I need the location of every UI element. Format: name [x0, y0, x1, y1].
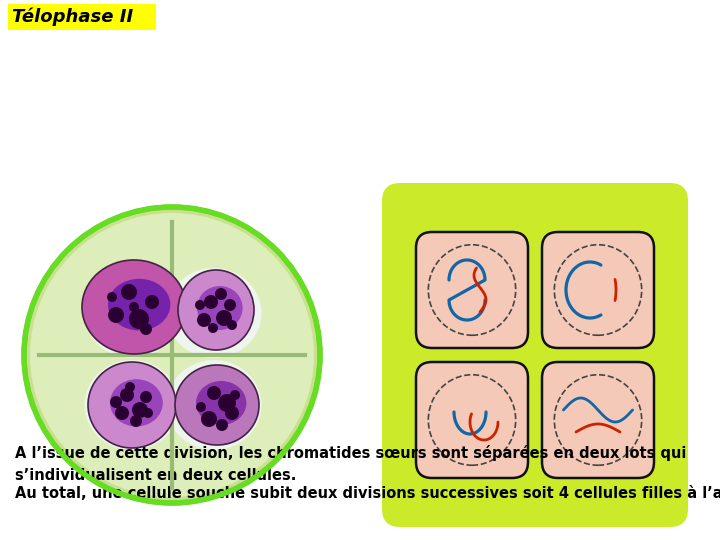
- Circle shape: [230, 390, 240, 400]
- Circle shape: [24, 207, 320, 503]
- Circle shape: [115, 406, 129, 420]
- Text: Au total, une cellule souche subit deux divisions successives soit 4 cellules fi: Au total, une cellule souche subit deux …: [15, 485, 720, 501]
- Circle shape: [129, 302, 139, 312]
- FancyBboxPatch shape: [8, 4, 156, 30]
- Circle shape: [108, 307, 124, 323]
- Text: Télophase II: Télophase II: [12, 8, 133, 26]
- Circle shape: [129, 309, 149, 329]
- Circle shape: [195, 300, 205, 310]
- Circle shape: [145, 295, 159, 309]
- FancyBboxPatch shape: [542, 232, 654, 348]
- Ellipse shape: [196, 381, 246, 425]
- Circle shape: [216, 419, 228, 431]
- Circle shape: [125, 382, 135, 392]
- Ellipse shape: [197, 286, 243, 330]
- Circle shape: [140, 323, 152, 335]
- Circle shape: [132, 402, 148, 418]
- Circle shape: [140, 391, 152, 403]
- Ellipse shape: [178, 270, 254, 350]
- Circle shape: [204, 295, 218, 309]
- Circle shape: [218, 394, 236, 412]
- Circle shape: [110, 396, 122, 408]
- Ellipse shape: [166, 268, 261, 358]
- Circle shape: [30, 213, 314, 497]
- FancyBboxPatch shape: [416, 362, 528, 478]
- Ellipse shape: [175, 365, 259, 445]
- Ellipse shape: [84, 268, 179, 358]
- Circle shape: [227, 320, 237, 330]
- Circle shape: [201, 411, 217, 427]
- Circle shape: [107, 292, 117, 302]
- Circle shape: [225, 406, 239, 420]
- Circle shape: [143, 408, 153, 418]
- Ellipse shape: [82, 260, 186, 354]
- Circle shape: [224, 299, 236, 311]
- FancyBboxPatch shape: [382, 183, 688, 527]
- Ellipse shape: [110, 379, 163, 427]
- Text: A l’issue de cette division, les chromatides sœurs sont séparées en deux lots qu: A l’issue de cette division, les chromat…: [15, 445, 686, 483]
- Circle shape: [121, 284, 137, 300]
- FancyBboxPatch shape: [542, 362, 654, 478]
- FancyBboxPatch shape: [416, 232, 528, 348]
- Circle shape: [215, 288, 227, 300]
- Circle shape: [207, 386, 221, 400]
- Circle shape: [196, 402, 206, 412]
- Circle shape: [130, 415, 142, 427]
- Ellipse shape: [108, 279, 171, 330]
- Ellipse shape: [88, 362, 176, 448]
- Circle shape: [208, 323, 218, 333]
- Circle shape: [120, 388, 134, 402]
- Ellipse shape: [84, 360, 179, 450]
- Ellipse shape: [166, 360, 261, 450]
- Circle shape: [216, 310, 232, 326]
- Circle shape: [197, 313, 211, 327]
